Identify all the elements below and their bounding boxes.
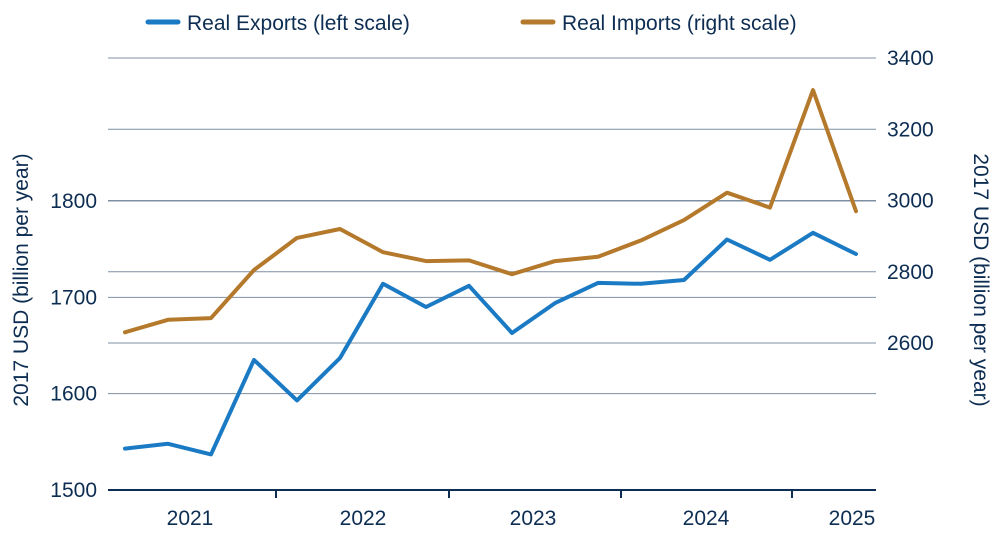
imports-series-line	[123, 88, 858, 335]
x-tick-label: 2023	[510, 507, 557, 530]
right-tick-label: 3000	[887, 190, 934, 213]
x-tick-label: 2021	[167, 507, 214, 530]
x-tick-label: 2022	[340, 507, 387, 530]
left-tick-label: 1500	[50, 479, 97, 502]
left-axis-title: 2017 USD (billion per year)	[10, 153, 33, 406]
right-tick-label: 3400	[887, 47, 934, 70]
series-layer	[123, 88, 858, 457]
x-axis: 2021 2022 2023 2024 2025	[108, 489, 876, 530]
x-tick-label: 2024	[683, 507, 730, 530]
right-tick-label: 2800	[887, 261, 934, 284]
left-tick-label: 1700	[50, 286, 97, 309]
gridlines	[108, 57, 876, 395]
legend: Real Exports (left scale) Real Imports (r…	[145, 12, 797, 35]
right-tick-label: 3200	[887, 118, 934, 141]
left-axis: 1500 1600 1700 1800 2017 USD (billion per ye…	[10, 153, 97, 502]
right-tick-label: 2600	[887, 332, 934, 355]
left-tick-label: 1600	[50, 383, 97, 406]
legend-label-1: Real Exports (left scale)	[187, 12, 410, 35]
right-axis-title: 2017 USD (billion per year)	[969, 153, 992, 406]
legend-label-2: Real Imports (right scale)	[562, 12, 797, 35]
left-tick-label: 1800	[50, 190, 97, 213]
x-tick-label: 2025	[829, 507, 876, 530]
exports-series-line	[123, 230, 858, 457]
right-axis: 2600 2800 3000 3200 3400 2017 USD (billion pe…	[887, 47, 992, 407]
